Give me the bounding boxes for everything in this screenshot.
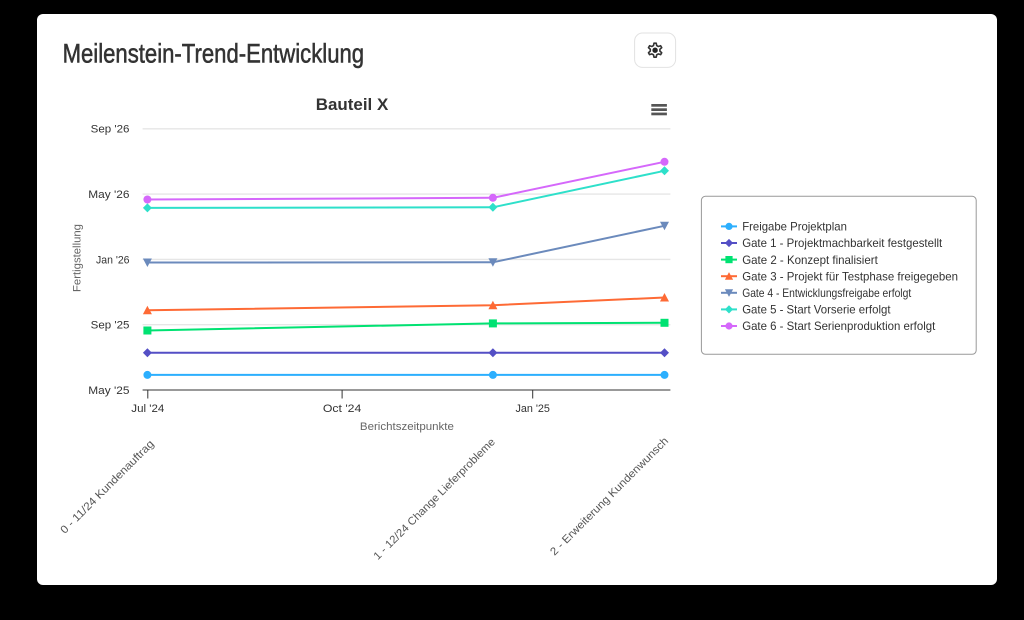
svg-text:Jan '25: Jan '25 bbox=[515, 403, 550, 415]
svg-text:Berichtszeitpunkte: Berichtszeitpunkte bbox=[360, 421, 454, 433]
svg-text:Gate 3 - Projekt für Testphase: Gate 3 - Projekt für Testphase freigegeb… bbox=[742, 269, 958, 283]
svg-text:Gate 2 - Konzept finalisiert: Gate 2 - Konzept finalisiert bbox=[742, 253, 878, 267]
svg-text:Gate 4 - Entwicklungsfreigabe: Gate 4 - Entwicklungsfreigabe erfolgt bbox=[742, 286, 912, 300]
svg-text:Oct '24: Oct '24 bbox=[323, 403, 362, 415]
svg-text:Sep '25: Sep '25 bbox=[91, 320, 130, 332]
svg-text:Jul '24: Jul '24 bbox=[131, 403, 164, 415]
svg-text:Meilenstein-Trend-Entwicklung: Meilenstein-Trend-Entwicklung bbox=[63, 39, 365, 69]
svg-text:May '25: May '25 bbox=[88, 385, 129, 397]
svg-text:Fertigstellung: Fertigstellung bbox=[72, 224, 84, 292]
svg-text:2 - Erweiterung Kundenwunsch: 2 - Erweiterung Kundenwunsch bbox=[548, 435, 671, 558]
svg-text:1 - 12/24 Change Lieferproblem: 1 - 12/24 Change Lieferprobleme bbox=[371, 436, 497, 562]
svg-text:0 - 11/24 Kundenauftrag: 0 - 11/24 Kundenauftrag bbox=[58, 438, 156, 536]
svg-text:May '26: May '26 bbox=[88, 189, 129, 201]
svg-text:Gate 5 - Start Vorserie erfolg: Gate 5 - Start Vorserie erfolgt bbox=[742, 303, 891, 317]
svg-text:Bauteil X: Bauteil X bbox=[316, 96, 389, 114]
svg-text:Gate 6 - Start Serienproduktio: Gate 6 - Start Serienproduktion erfolgt bbox=[742, 319, 936, 333]
svg-text:Sep '26: Sep '26 bbox=[91, 124, 130, 136]
svg-text:Freigabe Projektplan: Freigabe Projektplan bbox=[742, 220, 847, 234]
svg-text:Jan '26: Jan '26 bbox=[96, 254, 130, 266]
svg-text:Gate 1 - Projektmachbarkeit fe: Gate 1 - Projektmachbarkeit festgestellt bbox=[742, 236, 943, 250]
